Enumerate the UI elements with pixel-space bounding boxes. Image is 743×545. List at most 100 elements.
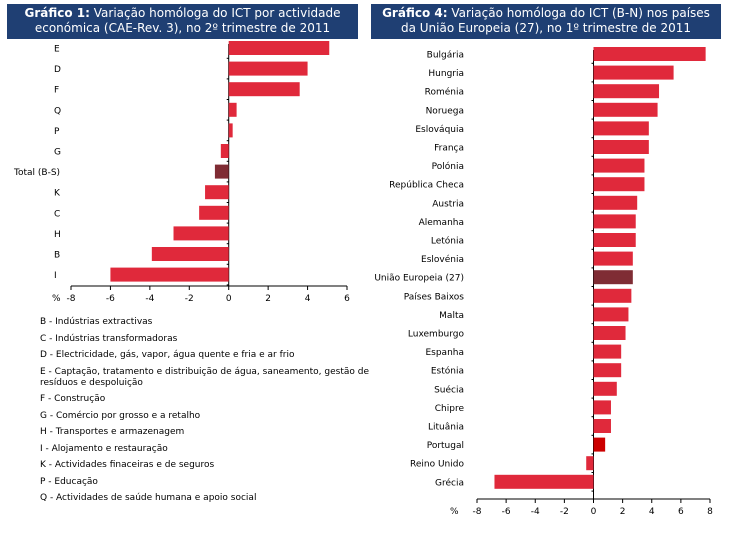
chart-4-bar <box>593 363 622 378</box>
chart-1-bar <box>228 123 233 138</box>
chart-4-x-tick-label: 6 <box>678 507 684 517</box>
chart-4-bar <box>593 195 638 210</box>
chart-4-category-label: Polónia <box>432 161 464 172</box>
chart-4-x-tick-label: -2 <box>560 507 569 517</box>
chart-1-bar <box>214 164 229 179</box>
chart-1-bar <box>151 247 229 261</box>
chart-1-title: Gráfico 1: Variação homóloga do ICT por … <box>7 4 358 39</box>
chart-4-category-label: Noruega <box>426 106 464 116</box>
legend-item: B - Indústrias extractivas <box>40 317 153 327</box>
chart-4-x-tick-label: -4 <box>531 507 540 517</box>
chart-1-title-bold: Gráfico 1: <box>24 6 90 20</box>
chart-1-category-label: C <box>54 209 60 219</box>
chart-4-category-label: Alemanha <box>419 218 464 228</box>
chart-1-title-text: Variação homóloga do ICT por actividade … <box>34 6 341 35</box>
chart-4-category-label: Lituânia <box>428 423 464 433</box>
chart-4-category-label: Letónia <box>431 236 464 247</box>
chart-1-bar <box>220 144 229 158</box>
chart-4-x-tick-label: 2 <box>620 507 626 517</box>
chart-4-bar <box>593 326 626 340</box>
chart-4-x-tick-label: -6 <box>502 507 511 517</box>
chart-4-category-label: Grécia <box>435 477 464 488</box>
legend-item: C - Indústrias transformadoras <box>40 333 178 344</box>
chart-4-category-label: Portugal <box>427 441 464 451</box>
chart-4-title: Gráfico 4: Variação homóloga do ICT (B-N… <box>371 4 721 39</box>
chart-4-x-tick-label: -8 <box>473 507 482 517</box>
chart-1-x-tick-label: -4 <box>145 294 154 304</box>
chart-4-bar <box>593 84 660 99</box>
legend-item: Q - Actividades de saúde humana e apoio … <box>40 493 257 503</box>
chart-1-x-tick-label: 0 <box>226 294 232 304</box>
chart-1-x-tick-label: 6 <box>344 294 350 304</box>
chart-1-bar <box>228 82 300 97</box>
chart-4-unit-label: % <box>450 507 459 517</box>
chart-1-x-tick-label: -6 <box>106 294 115 304</box>
chart-4-title-text: Variação homóloga do ICT (B-N) nos paíse… <box>400 6 710 35</box>
chart-4-title-bold: Gráfico 4: <box>382 6 448 20</box>
chart-1-x-tick-label: 2 <box>265 294 271 304</box>
chart-4-category-label: Chipre <box>435 404 465 414</box>
chart-1-bar <box>228 41 330 55</box>
chart-1-category-label: E <box>54 45 60 55</box>
chart-4-category-label: Malta <box>439 311 464 321</box>
chart-1-category-label: I <box>54 271 57 281</box>
chart-4-category-label: Austria <box>432 199 464 209</box>
chart-4-category-label: Estónia <box>431 366 464 377</box>
legend-item: K - Actividades finaceiras e de seguros <box>40 460 215 470</box>
chart-4-bar <box>593 251 633 266</box>
chart-4-bar <box>593 400 611 415</box>
chart-4-category-label: França <box>434 144 464 154</box>
chart-4-x-tick-label: 0 <box>591 507 597 517</box>
chart-4-category-label: União Europeia (27) <box>374 274 464 284</box>
chart-4-category-label: Espanha <box>425 348 464 358</box>
chart-4-category-label: Reino Unido <box>410 460 464 470</box>
chart-4-bar <box>494 474 594 489</box>
legend-item: I - Alojamento e restauração <box>40 443 168 454</box>
chart-4-bar <box>593 344 622 359</box>
chart-4-bar <box>593 158 645 173</box>
chart-1-bar <box>205 185 229 200</box>
chart-1-category-label: K <box>54 189 61 199</box>
chart-1-category-label: F <box>54 86 59 96</box>
chart-1-category-label: Total (B-S) <box>13 168 60 178</box>
chart-4-category-label: República Checa <box>389 181 464 191</box>
chart-4-bar <box>586 456 594 471</box>
chart-1-unit-label: % <box>52 294 61 304</box>
legend-item: F - Construção <box>40 394 106 404</box>
chart-4-bar <box>593 307 629 322</box>
chart-4-category-label: Eslovénia <box>421 254 464 265</box>
chart-4-bar <box>593 47 706 61</box>
chart-4-category-label: Bulgária <box>427 51 464 61</box>
legend-item: H - Transportes e armazenagem <box>40 427 185 437</box>
chart-4-bar <box>593 177 645 192</box>
legend-item: G - Comércio por grosso e a retalho <box>40 410 201 421</box>
chart-4-bar <box>593 419 611 433</box>
chart-1-bar <box>228 102 237 117</box>
chart-4-bar <box>593 102 658 117</box>
chart-4-category-label: Luxemburgo <box>408 330 465 340</box>
chart-1-category-label: G <box>54 148 61 158</box>
chart-4-bar <box>593 233 636 247</box>
chart-1-category-label: D <box>54 65 61 75</box>
chart-1-category-label: Q <box>54 106 61 116</box>
chart-4-bar <box>593 381 617 396</box>
chart-4-bar <box>593 288 632 303</box>
chart-1-bar <box>199 205 229 220</box>
chart-1-bar <box>173 226 229 241</box>
chart-1-category-label: H <box>54 230 61 240</box>
chart-4-bar <box>593 140 649 154</box>
chart-4-category-label: Hungria <box>428 69 464 79</box>
chart-1-x-tick-label: -8 <box>67 294 76 304</box>
chart-4-bar <box>593 270 633 285</box>
chart-1-legend: B - Indústrias extractivas C - Indústria… <box>40 317 370 510</box>
chart-1-category-label: B <box>54 251 60 261</box>
legend-item: D - Electricidade, gás, vapor, água quen… <box>40 350 295 360</box>
chart-4-bar <box>593 437 606 452</box>
chart-1-bar <box>110 267 229 282</box>
chart-4-bar <box>593 214 636 229</box>
chart-4-category-label: Roménia <box>425 87 464 98</box>
chart-4-x-tick-label: 8 <box>707 507 713 517</box>
chart-4-x-tick-label: 4 <box>649 507 655 517</box>
